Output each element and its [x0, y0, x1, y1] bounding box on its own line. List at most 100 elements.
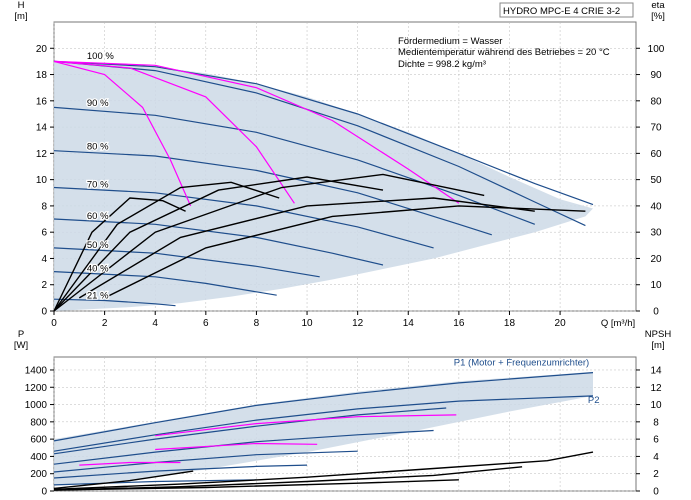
y2-tick-label: 0 [653, 307, 659, 318]
x-tick-label: 6 [203, 318, 209, 329]
info-line-1: Fördermedium = Wasser [398, 36, 502, 47]
y2-tick-label: 60 [650, 149, 662, 160]
y-tick-label: 8 [41, 201, 47, 212]
curve-blue [53, 247, 320, 278]
y-tick-label: 1400 [25, 365, 48, 376]
operating-envelope [54, 371, 593, 486]
x-tick-label: 12 [352, 318, 364, 329]
y2-tick-label: 12 [650, 383, 662, 394]
y-tick-label: 200 [30, 469, 47, 480]
chart-title: HYDRO MPC-E 4 CRIE 3-2 [503, 6, 620, 17]
y2-tick-label: 2 [653, 469, 659, 480]
speed-label: 60 % [87, 211, 109, 222]
y2-axis-unit: [m] [651, 340, 664, 351]
y-tick-label: 2 [41, 280, 47, 291]
curve-magenta [79, 461, 181, 466]
curve-blue [53, 479, 257, 486]
curve-blue [53, 271, 277, 296]
curve-blue [53, 60, 586, 227]
chart-labels: HYDRO MPC-E 4 CRIE 3-2 Fördermedium = Wa… [398, 2, 634, 70]
y2-tick-label: 40 [650, 201, 662, 212]
power-npsh-plot: 0 200 400 600 800 1000 1200 1400 0 2 4 6 8 10 12 14 P[W]… [14, 329, 671, 498]
y-axis-label: H [18, 0, 25, 11]
speed-label: 90 % [87, 98, 109, 109]
y-tick-label: 800 [30, 417, 47, 428]
curve-magenta [53, 60, 192, 207]
y2-tick-label: 6 [653, 435, 659, 446]
x-tick-label: 0 [51, 318, 57, 329]
curve-blue [53, 60, 594, 206]
info-line-3: Dichte = 998.2 kg/m³ [398, 59, 486, 70]
speed-label: 100 % [87, 51, 114, 62]
curve-npsh [53, 451, 594, 490]
curve-magenta [155, 414, 457, 437]
curve-blue [53, 186, 434, 249]
y2-tick-label: 14 [650, 365, 662, 376]
series-label: P1 (Motor + Frequenzumrichter) [454, 358, 589, 369]
x-tick-label: 18 [504, 318, 516, 329]
y-tick-label: 18 [36, 70, 48, 81]
y-tick-label: 16 [36, 96, 48, 107]
curve-eta [104, 205, 586, 299]
y2-tick-label: 50 [650, 175, 662, 186]
y-axis-unit: [W] [14, 340, 28, 351]
curve-eta [53, 173, 485, 312]
x-tick-label: 2 [102, 318, 108, 329]
curve-npsh [53, 466, 523, 491]
x-tick-label: 10 [301, 318, 313, 329]
y2-tick-label: 30 [650, 228, 662, 239]
speed-label: 70 % [87, 180, 109, 191]
y-tick-label: 0 [41, 307, 47, 318]
y2-axis-label: eta [651, 0, 665, 11]
curve-blue [53, 429, 434, 465]
title-box [499, 2, 634, 18]
y-tick-label: 4 [41, 254, 47, 265]
curve-blue [53, 450, 358, 473]
y2-tick-label: 0 [653, 487, 659, 498]
x-tick-label: 4 [152, 318, 158, 329]
speed-label: 21 % [87, 291, 109, 302]
x-tick-label: 16 [453, 318, 465, 329]
curve-blue [53, 372, 594, 442]
curve-eta [78, 197, 535, 299]
series-label: P2 [588, 395, 600, 406]
curve-magenta [53, 60, 295, 204]
curve-blue [53, 298, 176, 307]
curve-blue [53, 464, 308, 479]
y2-axis-unit: [%] [651, 11, 665, 22]
curve-eta [53, 197, 186, 312]
y2-tick-label: 10 [650, 280, 662, 291]
y-axis-label: P [18, 329, 24, 340]
curve-blue [53, 150, 492, 236]
y-tick-label: 1000 [25, 400, 48, 411]
y-tick-label: 10 [36, 175, 48, 186]
x-axis-label: Q [m³/h] [601, 318, 635, 329]
curve-blue [53, 106, 536, 225]
y2-tick-label: 8 [653, 417, 659, 428]
curve-eta [53, 181, 280, 312]
y2-tick-label: 100 [648, 44, 665, 55]
speed-label: 50 % [87, 240, 109, 251]
speed-label: 80 % [87, 141, 109, 152]
y2-tick-label: 80 [650, 96, 662, 107]
curve-magenta [155, 442, 318, 451]
x-tick-label: 20 [555, 318, 567, 329]
x-tick-label: 8 [254, 318, 260, 329]
y-tick-label: 6 [41, 228, 47, 239]
y2-tick-label: 10 [650, 400, 662, 411]
y2-axis-label: NPSH [645, 329, 672, 340]
y-tick-label: 600 [30, 435, 47, 446]
operating-envelope [54, 61, 593, 312]
y2-tick-label: 20 [650, 254, 662, 265]
y2-tick-label: 4 [653, 452, 659, 463]
curve-blue [53, 407, 447, 455]
curve-blue [53, 395, 594, 452]
x-tick-label: 14 [403, 318, 415, 329]
curve-magenta [53, 60, 460, 204]
y-tick-label: 1200 [25, 383, 48, 394]
y2-tick-label: 70 [650, 123, 662, 134]
y-tick-label: 0 [41, 487, 47, 498]
y-tick-label: 14 [36, 123, 48, 134]
speed-label: 40 % [87, 264, 109, 275]
